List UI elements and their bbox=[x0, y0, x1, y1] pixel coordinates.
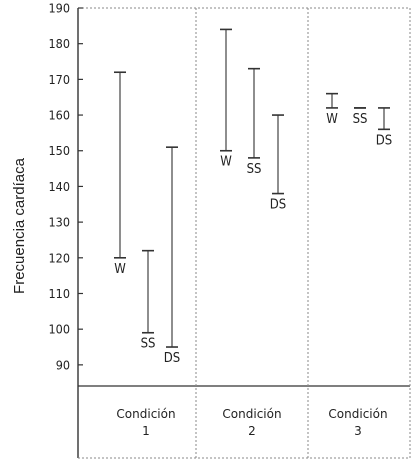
range-ss-cond1: SS bbox=[141, 249, 156, 352]
plot-frame bbox=[77, 7, 411, 459]
y-tick-label: 120 bbox=[49, 250, 70, 265]
y-tick-label: 170 bbox=[49, 72, 70, 87]
range-ds-cond2: DS bbox=[270, 114, 286, 213]
range-label: DS bbox=[164, 351, 180, 366]
condition-number: 1 bbox=[142, 424, 150, 438]
y-axis-label: Frecuencia cardíaca bbox=[11, 157, 28, 294]
condition-label: Condición bbox=[328, 407, 387, 421]
y-axis: 90 100 110 120 130 140 150 160 170 180 190 bbox=[49, 1, 83, 372]
range-w-cond2: W bbox=[220, 28, 232, 170]
y-tick-label: 100 bbox=[49, 322, 70, 337]
y-tick-label: 190 bbox=[49, 1, 70, 16]
y-tick-label: 90 bbox=[56, 357, 70, 372]
range-ds-cond3: DS bbox=[376, 107, 392, 148]
range-label: SS bbox=[141, 337, 156, 352]
y-tick-label: 110 bbox=[49, 286, 70, 301]
range-label: DS bbox=[376, 133, 392, 148]
y-tick-label: 130 bbox=[49, 215, 70, 230]
y-tick-label: 180 bbox=[49, 36, 70, 51]
range-label: W bbox=[220, 155, 232, 170]
y-tick-label: 150 bbox=[49, 143, 70, 158]
range-ds-cond1: DS bbox=[164, 146, 180, 366]
range-w-cond3: W bbox=[326, 92, 338, 127]
condition-number: 2 bbox=[248, 424, 256, 438]
range-bars: W SS DS W SS DS W SS DS bbox=[114, 28, 392, 366]
range-ss-cond3: SS bbox=[353, 107, 368, 127]
y-tick-label: 140 bbox=[49, 179, 70, 194]
range-label: W bbox=[326, 112, 338, 127]
range-label: SS bbox=[353, 112, 368, 127]
range-w-cond1: W bbox=[114, 71, 126, 277]
range-label: SS bbox=[247, 162, 262, 177]
condition-label: Condición bbox=[222, 407, 281, 421]
range-ss-cond2: SS bbox=[247, 67, 262, 177]
range-label: DS bbox=[270, 198, 286, 213]
y-tick-label: 160 bbox=[49, 108, 70, 123]
range-label: W bbox=[114, 262, 126, 277]
condition-label: Condición bbox=[116, 407, 175, 421]
condition-labels: Condición 1 Condición 2 Condición 3 bbox=[116, 407, 387, 438]
condition-number: 3 bbox=[354, 424, 362, 438]
